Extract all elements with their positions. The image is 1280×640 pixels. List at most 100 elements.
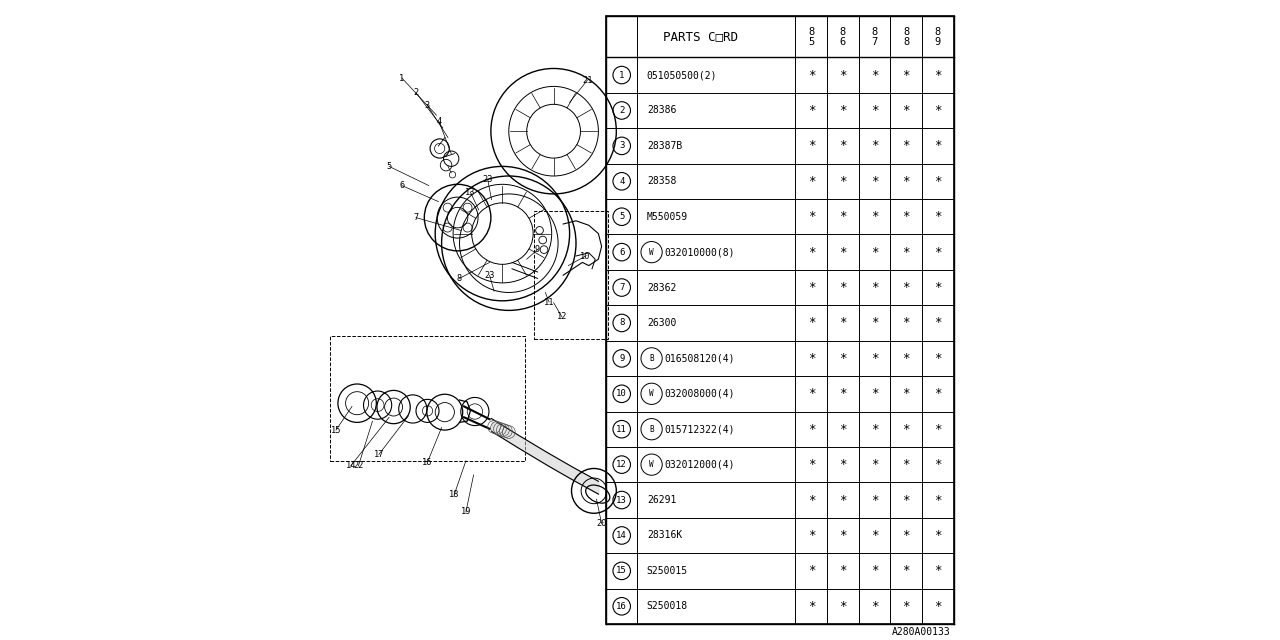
- Text: S250015: S250015: [646, 566, 687, 576]
- Text: *: *: [840, 458, 846, 471]
- Text: *: *: [934, 493, 942, 506]
- Text: *: *: [902, 246, 910, 259]
- Text: 13: 13: [617, 495, 627, 504]
- Text: 19: 19: [461, 508, 471, 516]
- Text: 1: 1: [399, 74, 404, 83]
- Text: *: *: [808, 529, 815, 542]
- Text: *: *: [840, 422, 846, 436]
- Text: 14: 14: [346, 461, 356, 470]
- Text: *: *: [808, 281, 815, 294]
- Text: 21: 21: [582, 76, 593, 84]
- Text: 23: 23: [484, 271, 495, 280]
- Text: *: *: [870, 387, 878, 400]
- Text: 4: 4: [436, 117, 442, 126]
- Text: PARTS C□RD: PARTS C□RD: [663, 30, 739, 43]
- Text: *: *: [934, 175, 942, 188]
- Text: *: *: [902, 493, 910, 506]
- Text: 8
7: 8 7: [872, 27, 878, 47]
- Text: *: *: [902, 316, 910, 330]
- Text: 11: 11: [617, 425, 627, 434]
- Text: *: *: [808, 352, 815, 365]
- Text: *: *: [808, 316, 815, 330]
- Text: *: *: [808, 246, 815, 259]
- Text: *: *: [934, 564, 942, 577]
- Text: *: *: [840, 493, 846, 506]
- Text: 14: 14: [617, 531, 627, 540]
- Text: *: *: [934, 422, 942, 436]
- Text: *: *: [870, 175, 878, 188]
- Text: *: *: [870, 352, 878, 365]
- Text: 8
5: 8 5: [808, 27, 814, 47]
- Text: 8: 8: [620, 319, 625, 328]
- Text: A280A00133: A280A00133: [892, 627, 950, 637]
- Text: *: *: [840, 104, 846, 117]
- Text: 15: 15: [330, 426, 342, 435]
- Text: *: *: [934, 210, 942, 223]
- Text: *: *: [934, 246, 942, 259]
- Text: 20: 20: [596, 519, 607, 528]
- Text: *: *: [840, 210, 846, 223]
- Text: 28358: 28358: [646, 176, 676, 186]
- Text: 16: 16: [617, 602, 627, 611]
- Text: *: *: [808, 600, 815, 612]
- Text: W: W: [649, 460, 654, 469]
- Text: *: *: [870, 246, 878, 259]
- Text: 7: 7: [620, 283, 625, 292]
- Text: 2: 2: [620, 106, 625, 115]
- Text: *: *: [840, 600, 846, 612]
- Text: *: *: [934, 281, 942, 294]
- Text: *: *: [902, 600, 910, 612]
- Text: 7: 7: [413, 213, 419, 222]
- Text: *: *: [870, 529, 878, 542]
- Text: 9: 9: [535, 245, 540, 254]
- Text: 5: 5: [387, 162, 392, 171]
- Text: 9: 9: [620, 354, 625, 363]
- Text: *: *: [870, 422, 878, 436]
- Text: S250018: S250018: [646, 602, 687, 611]
- Text: 6: 6: [620, 248, 625, 257]
- Text: *: *: [840, 175, 846, 188]
- Text: *: *: [934, 352, 942, 365]
- Text: *: *: [902, 387, 910, 400]
- Text: *: *: [934, 387, 942, 400]
- Text: *: *: [808, 564, 815, 577]
- Text: *: *: [870, 458, 878, 471]
- Text: *: *: [902, 175, 910, 188]
- Text: *: *: [840, 281, 846, 294]
- Text: *: *: [902, 458, 910, 471]
- Text: *: *: [808, 458, 815, 471]
- Text: 6: 6: [399, 181, 404, 190]
- Text: *: *: [870, 68, 878, 81]
- Text: *: *: [902, 104, 910, 117]
- Bar: [607, 16, 954, 624]
- Text: *: *: [870, 316, 878, 330]
- Text: *: *: [870, 210, 878, 223]
- Text: *: *: [840, 68, 846, 81]
- Text: 8
8: 8 8: [902, 27, 909, 47]
- Text: 10: 10: [580, 252, 591, 260]
- Text: *: *: [840, 316, 846, 330]
- Text: 11: 11: [544, 298, 554, 307]
- Text: W: W: [649, 389, 654, 398]
- Text: *: *: [840, 387, 846, 400]
- Text: 8
6: 8 6: [840, 27, 846, 47]
- Text: *: *: [902, 68, 910, 81]
- Text: *: *: [902, 210, 910, 223]
- Text: 3: 3: [620, 141, 625, 150]
- Text: B: B: [649, 425, 654, 434]
- Text: *: *: [902, 140, 910, 152]
- Text: 13: 13: [465, 188, 476, 196]
- Text: 26291: 26291: [646, 495, 676, 505]
- Text: 26300: 26300: [646, 318, 676, 328]
- Text: *: *: [902, 352, 910, 365]
- Text: 28386: 28386: [646, 106, 676, 115]
- Text: *: *: [902, 422, 910, 436]
- Text: *: *: [934, 68, 942, 81]
- Text: M550059: M550059: [646, 212, 687, 221]
- Text: 12: 12: [557, 312, 567, 321]
- Text: 032008000(4): 032008000(4): [664, 388, 735, 399]
- Text: *: *: [808, 493, 815, 506]
- Text: *: *: [934, 104, 942, 117]
- Text: *: *: [870, 281, 878, 294]
- Text: 28316K: 28316K: [646, 531, 682, 540]
